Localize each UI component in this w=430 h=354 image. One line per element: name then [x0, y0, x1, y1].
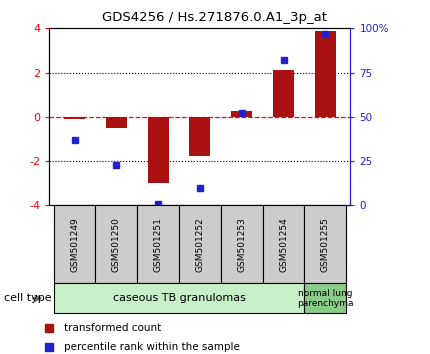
- Text: cell type: cell type: [4, 293, 52, 303]
- Text: GSM501253: GSM501253: [237, 217, 246, 272]
- Bar: [190, 117, 210, 155]
- Text: GSM501252: GSM501252: [196, 217, 204, 272]
- Bar: [304, 283, 346, 313]
- Bar: [147, 117, 169, 183]
- Bar: [54, 283, 304, 313]
- Text: GSM501255: GSM501255: [321, 217, 330, 272]
- Bar: [273, 70, 294, 117]
- Bar: [315, 30, 336, 117]
- Bar: [263, 205, 304, 283]
- Bar: [231, 111, 252, 117]
- Bar: [137, 205, 179, 283]
- Bar: [221, 205, 263, 283]
- Text: GSM501249: GSM501249: [70, 217, 79, 272]
- Bar: [304, 205, 346, 283]
- Text: GSM501251: GSM501251: [154, 217, 163, 272]
- Text: caseous TB granulomas: caseous TB granulomas: [113, 293, 246, 303]
- Bar: [54, 205, 95, 283]
- Text: GSM501250: GSM501250: [112, 217, 121, 272]
- Text: GDS4256 / Hs.271876.0.A1_3p_at: GDS4256 / Hs.271876.0.A1_3p_at: [102, 11, 328, 24]
- Bar: [106, 117, 127, 128]
- Text: GSM501254: GSM501254: [279, 217, 288, 272]
- Bar: [95, 205, 137, 283]
- Text: percentile rank within the sample: percentile rank within the sample: [64, 342, 240, 352]
- Bar: [64, 117, 85, 119]
- Text: normal lung
parenchyma: normal lung parenchyma: [297, 289, 353, 308]
- Text: transformed count: transformed count: [64, 323, 161, 333]
- Bar: [179, 205, 221, 283]
